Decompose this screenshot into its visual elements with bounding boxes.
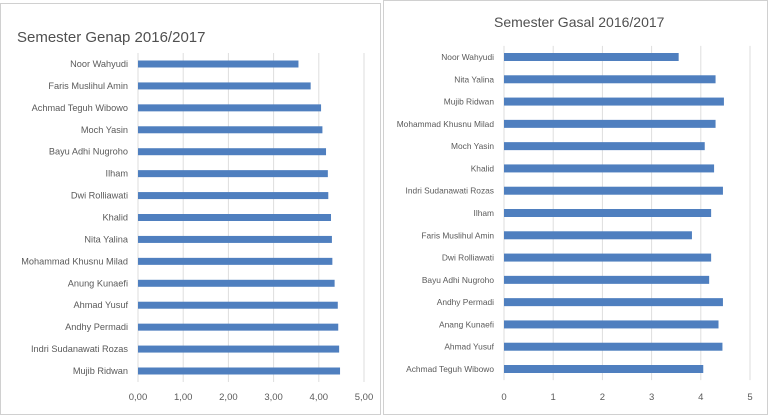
genap-category-label: Mujib Ridwan	[73, 366, 128, 376]
gasal-category-label: Andhy Permadi	[437, 297, 494, 307]
gasal-bar	[504, 253, 712, 262]
genap-category-label: Nita Yalina	[84, 234, 128, 244]
gasal-bar	[504, 142, 705, 151]
genap-bar	[138, 279, 335, 287]
gasal-category-label: Noor Wahyudi	[441, 52, 494, 62]
genap-category-label: Andhy Permadi	[65, 322, 128, 332]
genap-category-label: Mohammad Khusnu Milad	[21, 256, 128, 266]
genap-x-tick-label: 4,00	[310, 392, 329, 403]
gasal-category-label: Achmad Teguh Wibowo	[406, 364, 494, 374]
genap-category-label: Anung Kunaefi	[68, 278, 128, 288]
genap-bar	[138, 345, 340, 353]
genap-category-label: Ilham	[106, 169, 129, 179]
gasal-x-tick-label: 3	[649, 392, 654, 403]
gasal-bar	[504, 275, 710, 284]
genap-bar	[138, 235, 332, 243]
gasal-bar	[504, 231, 692, 240]
gasal-category-label: Mohammad Khusnu Milad	[397, 119, 495, 129]
genap-x-tick-label: 5,00	[355, 392, 374, 403]
genap-bar	[138, 82, 311, 90]
gasal-x-tick-label: 0	[501, 392, 506, 403]
gasal-category-label: Ilham	[474, 208, 495, 218]
genap-x-tick-label: 3,00	[264, 392, 283, 403]
gasal-category-label: Dwi Rolliawati	[442, 253, 494, 263]
genap-bar	[138, 170, 328, 178]
genap-bar	[138, 60, 299, 68]
genap-category-label: Noor Wahyudi	[70, 59, 128, 69]
gasal-bar	[504, 97, 724, 106]
gasal-category-label: Ahmad Yusuf	[444, 342, 494, 352]
genap-x-tick-label: 2,00	[219, 392, 238, 403]
chart-title-genap: Semester Genap 2016/2017	[17, 29, 206, 46]
genap-bar	[138, 214, 332, 221]
chart-title-gasal: Semester Gasal 2016/2017	[494, 14, 665, 30]
genap-category-label: Ahmad Yusuf	[74, 300, 129, 310]
gasal-bar	[504, 53, 679, 61]
gasal-bar	[504, 298, 723, 307]
genap-category-label: Bayu Adhi Nugroho	[49, 147, 128, 157]
genap-bar	[138, 126, 323, 134]
gasal-x-tick-label: 4	[698, 392, 703, 403]
gasal-bar	[504, 365, 704, 373]
chart-panel-genap: Semester Genap 2016/2017 0,00 1,00 2,00 3,0…	[0, 3, 381, 415]
genap-bar	[138, 323, 339, 331]
genap-bar	[138, 104, 322, 112]
gasal-bar	[504, 164, 715, 173]
gasal-bar	[504, 75, 716, 84]
genap-bar	[138, 257, 333, 265]
genap-category-label: Indri Sudanawati Rozas	[31, 344, 128, 354]
genap-x-tick-label: 0,00	[129, 392, 148, 403]
genap-bar	[138, 148, 327, 156]
gasal-bar	[504, 320, 719, 329]
gasal-category-label: Khalid	[471, 163, 495, 173]
gasal-category-label: Mujib Ridwan	[444, 97, 495, 107]
genap-category-label: Moch Yasin	[81, 125, 128, 135]
genap-category-label: Achmad Teguh Wibowo	[32, 103, 128, 113]
gasal-category-label: Indri Sudanawati Rozas	[406, 186, 494, 196]
genap-bar	[138, 367, 341, 375]
gasal-bar	[504, 119, 716, 128]
gasal-x-tick-label: 1	[551, 392, 556, 403]
gasal-category-label: Faris Muslihul Amin	[421, 230, 494, 240]
genap-bar	[138, 301, 338, 309]
gasal-bar	[504, 342, 723, 351]
gasal-category-label: Bayu Adhi Nugroho	[422, 275, 495, 285]
genap-bar	[138, 192, 329, 200]
bar-chart-genap: 0,00 1,00 2,00 3,00 4,00 5,00 Noor Wahyudi Fari…	[21, 53, 374, 403]
gasal-category-label: Anang Kunaefi	[439, 319, 494, 329]
gasal-bar	[504, 186, 723, 195]
genap-category-label: Dwi Rolliawati	[71, 191, 128, 201]
gasal-category-label: Nita Yalina	[454, 74, 494, 84]
gasal-bar	[504, 209, 712, 217]
bar-chart-gasal: 0 1 2 3 4 5 Noor Wahyudi Nita Yalina Mujib Ridwa…	[397, 45, 753, 403]
genap-category-label: Faris Muslihul Amin	[48, 81, 128, 91]
genap-x-tick-label: 1,00	[174, 392, 193, 403]
genap-category-label: Khalid	[102, 213, 128, 223]
gasal-category-label: Moch Yasin	[451, 141, 494, 151]
gasal-x-tick-label: 5	[747, 392, 752, 403]
gasal-x-tick-label: 2	[600, 392, 605, 403]
chart-panel-gasal: Semester Gasal 2016/2017 0 1 2 3 4 5 Noor Wahy…	[383, 0, 768, 415]
